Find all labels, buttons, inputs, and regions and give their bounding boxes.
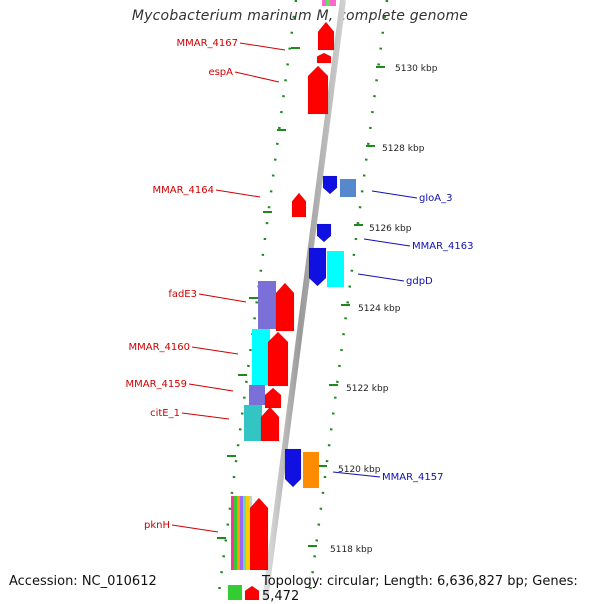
gene-cite-1 [260, 406, 280, 442]
gene-mmar-4164 [291, 192, 307, 218]
tick-marks [217, 47, 385, 547]
leader-line [234, 71, 280, 83]
gene-mmar-4159 [264, 387, 282, 409]
leader-line [239, 42, 286, 51]
gene-label-reverse: gloA_3 [419, 193, 452, 204]
tick-label: 5120 kbp [338, 465, 381, 475]
gene-label-reverse: gdpD [406, 276, 433, 287]
gene-mmar-4160 [267, 331, 289, 387]
gene-label-forward: MMAR_4160 [129, 342, 191, 353]
gene-label-forward: MMAR_4159 [126, 379, 188, 390]
leader-line [363, 238, 411, 247]
pknh-stripe [231, 496, 234, 570]
gene-label-reverse: MMAR_4157 [382, 472, 444, 483]
gene-fade3 [275, 282, 295, 332]
gene-label-forward: espA [208, 67, 233, 78]
leader-line [191, 346, 239, 355]
gene-label-forward: citE_1 [150, 408, 180, 419]
gene-label-forward: fadE3 [168, 289, 197, 300]
gene-mmar-4157-a [284, 448, 302, 488]
tick-label: 5128 kbp [382, 144, 425, 154]
gene-gloa-3 [340, 179, 356, 197]
gene-label-reverse: MMAR_4163 [412, 241, 474, 252]
map-title: Mycobacterium marinum M, complete genome [131, 8, 469, 24]
leader-line [371, 190, 418, 199]
pknh-stripe [246, 496, 249, 570]
gene-pknh [249, 497, 269, 571]
label-leader-lines [171, 42, 418, 533]
gene-mmar-4157 [303, 452, 319, 488]
tick-label: 5118 kbp [330, 545, 373, 555]
gene-gdpd [327, 251, 344, 287]
gene-gdpd-a [308, 247, 327, 287]
leader-line [188, 383, 234, 392]
pknh-stripe [234, 496, 237, 570]
leader-line [171, 524, 219, 533]
tick-label: 5130 kbp [395, 64, 438, 74]
feature-bottom-green [228, 585, 242, 600]
leader-line [181, 412, 230, 420]
gene-bottom-red [244, 585, 260, 600]
gene-label-forward: MMAR_4164 [153, 185, 215, 196]
feature-fade3 [258, 281, 276, 329]
leader-line [198, 293, 247, 303]
gene-mmar-4163 [316, 223, 332, 243]
gene-label-forward: MMAR_4167 [177, 38, 239, 49]
feature-mmar-4159 [249, 385, 265, 405]
leader-line [332, 471, 381, 478]
leader-line [357, 273, 405, 282]
gene-features [228, 0, 356, 600]
pknh-stripe [237, 496, 240, 570]
tick-labels: 5130 kbp 5128 kbp 5126 kbp 5124 kbp 5122 kbp… [330, 64, 438, 555]
tick-label: 5126 kbp [369, 224, 412, 234]
feature-cite-1 [244, 405, 262, 441]
leader-line [215, 189, 261, 198]
tick-label: 5124 kbp [358, 304, 401, 314]
striped-feature-top [326, 0, 330, 6]
gene-labels: MMAR_4167 espA MMAR_4164 fadE3 MMAR_4160 MMAR… [126, 38, 474, 531]
gene-mmar-4167 [317, 21, 335, 51]
gene-label-forward: pknH [144, 520, 170, 531]
pknh-stripe [243, 496, 246, 570]
feature-mmar-4160 [252, 329, 270, 385]
genome-backbone [262, 0, 346, 600]
gene-reverse-small [322, 175, 338, 195]
accession-text: Accession: NC_010612 [9, 574, 157, 589]
gene-small-red [316, 52, 332, 64]
gene-espa [307, 65, 329, 115]
pknh-stripe [240, 496, 243, 570]
tick-label: 5122 kbp [346, 384, 389, 394]
